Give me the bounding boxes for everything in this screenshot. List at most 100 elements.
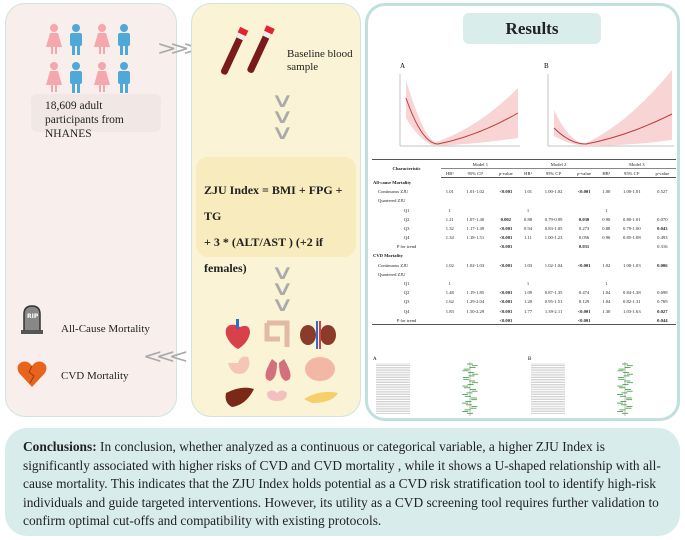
row-label: Continuous ZJU bbox=[378, 189, 409, 195]
female-icon bbox=[46, 24, 62, 54]
table-cell: 0.84-1.38 bbox=[623, 290, 641, 296]
arrow-left-chevrons: <<< bbox=[142, 344, 189, 368]
table-cell: <0.001 bbox=[492, 315, 520, 326]
table-cell: 1.01 bbox=[524, 189, 533, 195]
table-cell: 0.056 bbox=[578, 235, 590, 241]
table-cell: 1.02 bbox=[445, 262, 454, 268]
row-label: Q2 bbox=[403, 290, 410, 296]
table-cell: 1.02-1.04 bbox=[544, 262, 563, 268]
intestine-icon bbox=[264, 320, 290, 347]
subheader: p-value bbox=[648, 168, 676, 179]
table-cell: <0.001 bbox=[499, 262, 513, 268]
heart-organ-icon bbox=[225, 324, 250, 349]
table-row: Continuous ZJU 1.01 1.01-1.02 <0.001 1.01 1.0… bbox=[372, 187, 676, 196]
arrow-down-chevrons-2: ∨ ∨ ∨ bbox=[270, 260, 295, 316]
table-cell: 1.18-1.51 bbox=[466, 235, 485, 241]
table-cell: 0.316 bbox=[657, 244, 668, 250]
subheader: HR¹ bbox=[519, 168, 537, 179]
all-cause-mortality-label: All-Cause Mortality bbox=[61, 323, 150, 335]
table-cell: <0.001 bbox=[499, 235, 513, 241]
table-cell bbox=[649, 196, 676, 205]
table-cell: 0.006 bbox=[657, 262, 668, 268]
table-cell: 1.01-1.02 bbox=[466, 189, 485, 195]
table-cell: 1.03-1.63 bbox=[623, 308, 641, 314]
table-cell: 0.030 bbox=[578, 216, 590, 222]
subheader: 95% CI¹ bbox=[458, 168, 493, 179]
table-cell bbox=[458, 196, 492, 205]
row-label: Continuous ZJU bbox=[378, 262, 409, 268]
subheader: p-value bbox=[492, 168, 520, 179]
row-label: All-cause Mortality bbox=[373, 179, 412, 185]
row-label: P for trend bbox=[396, 244, 417, 250]
table-row: Q1 1 1 1 bbox=[372, 205, 676, 214]
table-cell bbox=[537, 196, 571, 205]
table-cell bbox=[649, 205, 676, 214]
table-cell bbox=[441, 315, 459, 326]
organ-icons bbox=[225, 319, 338, 407]
table-cell: <0.001 bbox=[570, 315, 598, 326]
stomach-icon bbox=[228, 356, 250, 374]
brain-icon bbox=[305, 357, 335, 381]
table-cell: 0.493 bbox=[657, 235, 668, 241]
header-model-2: Model 2 bbox=[519, 158, 598, 170]
table-cell: 0.002 bbox=[500, 216, 511, 222]
table-cell bbox=[441, 251, 458, 260]
table-cell bbox=[649, 178, 676, 187]
plot-b-label: B bbox=[544, 62, 549, 70]
table-cell bbox=[458, 270, 492, 279]
table-cell: 0.80-1.01 bbox=[623, 216, 641, 222]
subheader: 95% CI¹ bbox=[536, 168, 571, 179]
table-cell bbox=[570, 196, 597, 205]
table-cell: 1.77 bbox=[524, 308, 533, 314]
zju-formula: ZJU Index = BMI + FPG + TG + 3 * (ALT/AS… bbox=[196, 157, 356, 275]
table-cell: 1.32 bbox=[445, 225, 454, 231]
table-cell: 1.00-1.23 bbox=[544, 235, 563, 241]
forest-plots: A B bbox=[373, 357, 633, 416]
table-cell bbox=[537, 270, 571, 279]
tombstone-icon: RIP bbox=[21, 305, 43, 334]
table-row: Q4 1.34 1.18-1.51 <0.001 1.11 1.00-1.23 0.056 0… bbox=[372, 233, 676, 242]
table-cell bbox=[492, 251, 519, 260]
table-cell bbox=[458, 242, 492, 251]
small-intestine-icon bbox=[267, 390, 287, 401]
forest-b-label: B bbox=[528, 357, 532, 362]
kidney-icon bbox=[300, 325, 316, 345]
table-cell: 0.527 bbox=[657, 189, 668, 195]
table-row: Q2 1.21 1.07-1.40 0.002 0.88 0.79-0.99 0.030 0.… bbox=[372, 215, 676, 224]
table-cell: <0.001 bbox=[499, 244, 513, 250]
table-cell: 0.273 bbox=[578, 225, 590, 231]
male-icon bbox=[118, 62, 130, 93]
table-cell: 0.82-1.31 bbox=[623, 299, 641, 305]
table-cell bbox=[519, 270, 536, 279]
header-model-3: Model 3 bbox=[597, 158, 676, 170]
table-cell: 1.01 bbox=[445, 189, 454, 195]
table-cell: <0.001 bbox=[577, 262, 591, 268]
table-cell: 1.03 bbox=[524, 262, 533, 268]
table-cell bbox=[615, 251, 649, 260]
subheader: HR¹ bbox=[441, 168, 459, 179]
people-icons bbox=[46, 24, 130, 93]
arrow-right-chevrons: >>> bbox=[156, 36, 203, 60]
table-cell bbox=[492, 270, 519, 279]
participants-label: 18,609 adult participants from NHANES bbox=[31, 94, 161, 140]
table-cell bbox=[519, 315, 537, 326]
table-cell: 0.87-1.35 bbox=[544, 290, 563, 296]
conclusions-box: Conclusions: In conclusion, whether anal… bbox=[5, 428, 680, 536]
female-icon bbox=[94, 62, 110, 92]
method-panel: Baseline blood sample ∨ ∨ ∨ ZJU Index = BM… bbox=[191, 3, 361, 417]
table-cell: 1.00-1.01 bbox=[623, 189, 641, 195]
blood-tube-icons bbox=[220, 25, 275, 75]
table-cell bbox=[537, 178, 571, 187]
ci-band-a bbox=[406, 80, 518, 146]
table-cell: 1.39-2.11 bbox=[544, 308, 563, 314]
conclusions-text: In conclusion, whether analyzed as a con… bbox=[23, 439, 661, 529]
table-row: Q3 1.32 1.17-1.49 <0.001 0.94 0.83-1.05 0.273 0… bbox=[372, 224, 676, 233]
table-cell: 0.85-1.08 bbox=[623, 235, 641, 241]
table-cell bbox=[570, 178, 597, 187]
lungs-icon bbox=[265, 359, 291, 381]
plot-a bbox=[399, 74, 520, 147]
table-cell: 1.07-1.40 bbox=[466, 216, 485, 222]
table-cell: 1.00-1.03 bbox=[623, 262, 641, 268]
table-cell: 0.79-1.00 bbox=[623, 225, 641, 231]
table-cell bbox=[598, 242, 615, 251]
